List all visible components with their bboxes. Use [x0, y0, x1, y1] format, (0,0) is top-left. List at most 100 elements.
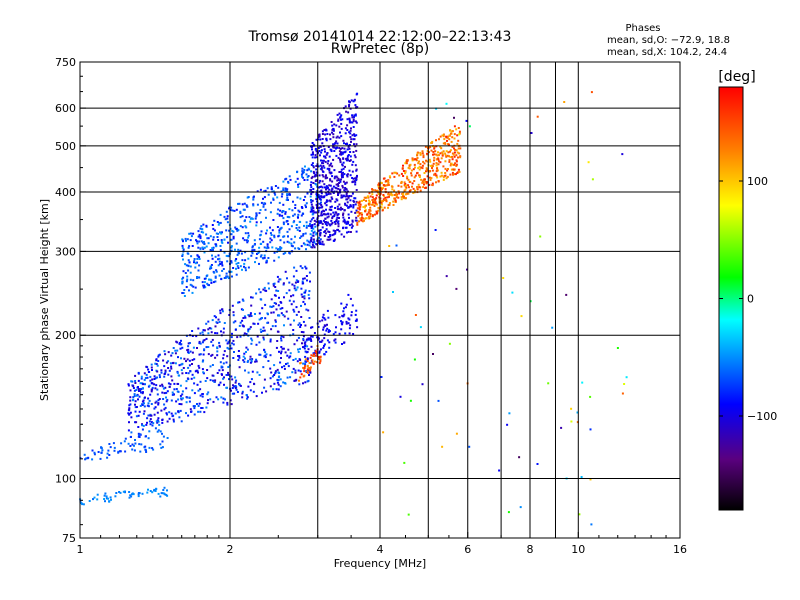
data-point — [354, 197, 357, 200]
data-point — [284, 382, 287, 385]
data-point — [340, 194, 343, 197]
data-point — [311, 225, 314, 228]
data-point — [355, 149, 358, 152]
data-point — [310, 340, 313, 342]
data-point — [216, 372, 219, 374]
data-point — [306, 239, 309, 242]
data-point — [247, 314, 250, 316]
data-point — [247, 385, 250, 388]
data-point — [189, 350, 192, 353]
data-point — [264, 356, 267, 359]
data-point — [241, 268, 243, 271]
data-point — [439, 161, 442, 164]
data-point — [157, 355, 160, 358]
data-point — [274, 185, 277, 187]
data-point — [219, 249, 222, 252]
data-point — [332, 136, 335, 139]
data-point — [327, 192, 330, 195]
data-point — [444, 152, 447, 155]
data-point — [335, 124, 338, 127]
data-point — [190, 235, 193, 238]
data-point — [418, 168, 421, 171]
data-point — [147, 437, 150, 440]
data-point — [163, 403, 166, 406]
data-point — [191, 291, 194, 294]
data-point — [160, 371, 163, 374]
data-point — [270, 306, 273, 308]
data-point — [137, 386, 139, 388]
data-point — [418, 176, 421, 178]
data-point — [244, 369, 246, 372]
data-point — [322, 243, 325, 246]
data-point — [349, 159, 352, 162]
data-point — [130, 495, 133, 498]
data-point — [144, 435, 147, 438]
data-point — [319, 220, 322, 223]
data-point — [214, 379, 217, 382]
data-point — [173, 382, 176, 385]
data-point — [403, 461, 406, 464]
data-point — [302, 382, 304, 385]
data-point — [226, 355, 229, 358]
data-point — [162, 489, 165, 491]
data-point — [327, 186, 329, 189]
data-point — [298, 322, 301, 325]
data-point — [253, 195, 255, 198]
data-point — [175, 340, 178, 343]
data-point — [438, 154, 440, 157]
data-point — [151, 424, 154, 427]
data-point — [339, 208, 342, 211]
data-point — [356, 326, 359, 329]
data-point — [316, 361, 319, 364]
data-point — [217, 223, 220, 226]
data-point — [246, 241, 249, 244]
data-point — [157, 429, 160, 432]
data-point — [273, 364, 276, 367]
data-point — [260, 201, 263, 204]
data-point — [302, 338, 305, 340]
data-point — [283, 365, 286, 368]
data-point — [221, 369, 224, 372]
data-point — [319, 197, 322, 200]
data-point — [196, 347, 198, 349]
data-point — [307, 309, 310, 312]
data-point — [175, 388, 178, 390]
data-point — [312, 182, 315, 184]
data-point — [293, 319, 295, 322]
data-point — [105, 497, 108, 500]
data-point — [300, 373, 303, 376]
data-point — [350, 127, 352, 130]
data-point — [256, 252, 258, 255]
data-point — [468, 125, 471, 128]
data-point — [299, 376, 302, 379]
data-point — [235, 379, 238, 382]
data-point — [352, 138, 355, 141]
data-point — [231, 392, 234, 395]
data-point — [230, 261, 233, 264]
data-point — [382, 184, 385, 186]
data-point — [296, 286, 299, 289]
data-point — [179, 343, 182, 346]
data-point — [137, 495, 140, 498]
data-point — [209, 278, 212, 281]
data-point — [217, 318, 220, 321]
data-point — [346, 195, 349, 198]
data-point — [336, 213, 339, 216]
data-point — [286, 188, 289, 191]
data-point — [321, 133, 324, 135]
data-point — [128, 413, 131, 415]
data-point — [255, 292, 258, 295]
data-point — [161, 432, 163, 435]
data-point — [279, 209, 282, 212]
data-point — [436, 154, 439, 157]
data-point — [170, 375, 173, 378]
data-point — [279, 278, 282, 281]
data-point — [213, 229, 216, 232]
data-point — [312, 362, 315, 365]
data-point — [308, 367, 311, 369]
data-point — [310, 326, 312, 329]
data-point — [294, 379, 297, 382]
data-point — [269, 377, 272, 380]
data-point — [302, 362, 305, 365]
data-point — [451, 152, 454, 155]
